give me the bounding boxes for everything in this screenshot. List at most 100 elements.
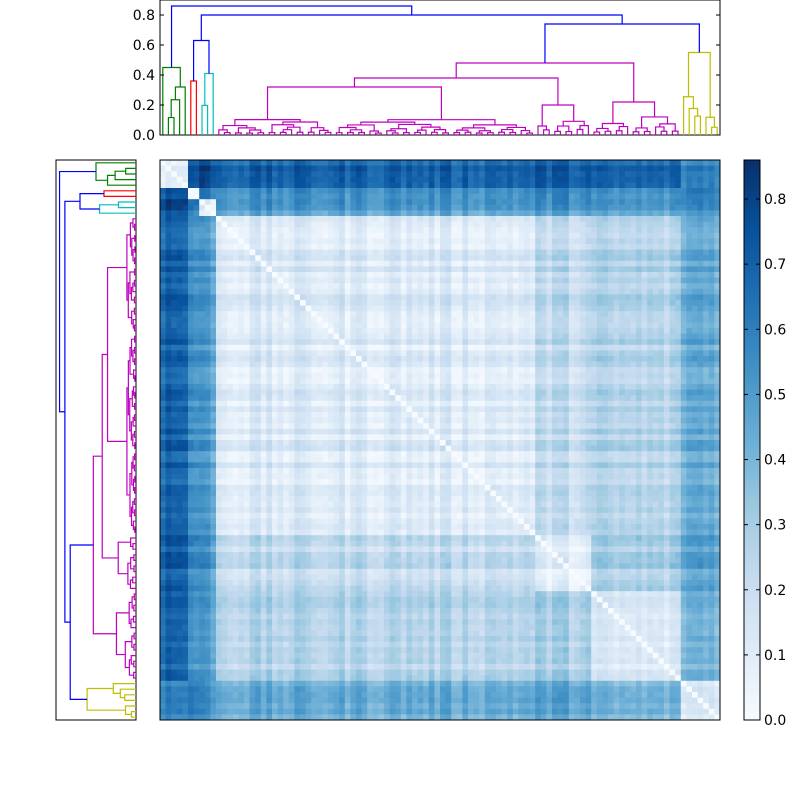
- heatmap-cell: [518, 204, 525, 211]
- heatmap-cell: [591, 367, 598, 374]
- heatmap-cell: [395, 311, 402, 318]
- heatmap-cell: [496, 423, 503, 430]
- top-dendrogram-link: [193, 39, 210, 81]
- heatmap-cell: [641, 171, 648, 178]
- heatmap-cell: [249, 283, 256, 290]
- heatmap-cell: [395, 210, 402, 217]
- heatmap-cell: [456, 255, 463, 262]
- heatmap-cell: [244, 311, 251, 318]
- heatmap-cell: [456, 344, 463, 351]
- heatmap-cell: [277, 328, 284, 335]
- heatmap-cell: [277, 344, 284, 351]
- heatmap-cell: [384, 328, 391, 335]
- heatmap-cell: [552, 400, 559, 407]
- heatmap-cell: [227, 227, 234, 234]
- heatmap-cell: [328, 244, 335, 251]
- heatmap-cell: [361, 283, 368, 290]
- heatmap-cell: [204, 188, 211, 195]
- heatmap-cell: [395, 389, 402, 396]
- heatmap-cell: [518, 238, 525, 245]
- heatmap-cell: [608, 193, 615, 200]
- heatmap-cell: [204, 305, 211, 312]
- heatmap-cell: [372, 272, 379, 279]
- heatmap-cell: [294, 322, 301, 329]
- heatmap-cell: [529, 272, 536, 279]
- heatmap-cell: [412, 199, 419, 206]
- heatmap-cell: [636, 316, 643, 323]
- heatmap-cell: [613, 361, 620, 368]
- heatmap-cell: [434, 372, 441, 379]
- heatmap-cell: [344, 171, 351, 178]
- heatmap-cell: [367, 227, 374, 234]
- heatmap-cell: [479, 316, 486, 323]
- heatmap-cell: [669, 361, 676, 368]
- heatmap-cell: [333, 406, 340, 413]
- heatmap-cell: [557, 294, 564, 301]
- heatmap-cell: [378, 255, 385, 262]
- heatmap-cell: [423, 294, 430, 301]
- heatmap-cell: [171, 378, 178, 385]
- heatmap-cell: [182, 412, 189, 419]
- heatmap-cell: [664, 165, 671, 172]
- heatmap-cell: [445, 249, 452, 256]
- heatmap-cell: [524, 367, 531, 374]
- heatmap-cell: [305, 232, 312, 239]
- heatmap-cell: [546, 378, 553, 385]
- heatmap-cell: [294, 395, 301, 402]
- heatmap-cell: [277, 199, 284, 206]
- heatmap-cell: [277, 300, 284, 307]
- heatmap-cell: [339, 255, 346, 262]
- heatmap-cell: [356, 356, 363, 363]
- heatmap-cell: [300, 400, 307, 407]
- heatmap-cell: [585, 227, 592, 234]
- heatmap-cell: [255, 283, 262, 290]
- heatmap-cell: [165, 333, 172, 340]
- heatmap-cell: [412, 294, 419, 301]
- heatmap-cell: [221, 417, 228, 424]
- heatmap-cell: [518, 372, 525, 379]
- heatmap-cell: [160, 244, 167, 251]
- heatmap-cell: [608, 412, 615, 419]
- heatmap-cell: [244, 339, 251, 346]
- heatmap-cell: [160, 165, 167, 172]
- heatmap-cell: [283, 277, 290, 284]
- heatmap-cell: [434, 412, 441, 419]
- heatmap-cell: [249, 356, 256, 363]
- heatmap-cell: [529, 182, 536, 189]
- heatmap-cell: [501, 160, 508, 167]
- heatmap-cell: [232, 193, 239, 200]
- heatmap-cell: [395, 356, 402, 363]
- heatmap-cell: [344, 227, 351, 234]
- heatmap-cell: [490, 244, 497, 251]
- heatmap-cell: [361, 227, 368, 234]
- heatmap-cell: [490, 389, 497, 396]
- heatmap-cell: [188, 356, 195, 363]
- heatmap-cell: [277, 260, 284, 267]
- heatmap-cell: [328, 160, 335, 167]
- heatmap-cell: [529, 171, 536, 178]
- heatmap-cell: [305, 333, 312, 340]
- heatmap-cell: [496, 417, 503, 424]
- heatmap-cell: [641, 395, 648, 402]
- heatmap-cell: [210, 171, 217, 178]
- heatmap-cell: [524, 277, 531, 284]
- heatmap-cell: [260, 344, 267, 351]
- heatmap-cell: [552, 182, 559, 189]
- heatmap-cell: [333, 171, 340, 178]
- heatmap-cell: [546, 350, 553, 357]
- heatmap-cell: [344, 384, 351, 391]
- heatmap-cell: [238, 417, 245, 424]
- heatmap-cell: [188, 272, 195, 279]
- heatmap-cell: [378, 288, 385, 295]
- heatmap-cell: [434, 400, 441, 407]
- heatmap-cell: [294, 244, 301, 251]
- heatmap-cell: [165, 232, 172, 239]
- heatmap-cell: [305, 277, 312, 284]
- heatmap-cell: [484, 204, 491, 211]
- heatmap-cell: [344, 395, 351, 402]
- heatmap-cell: [613, 356, 620, 363]
- heatmap-cell: [361, 221, 368, 228]
- heatmap-cell: [501, 277, 508, 284]
- heatmap-cell: [546, 400, 553, 407]
- heatmap-cell: [188, 210, 195, 217]
